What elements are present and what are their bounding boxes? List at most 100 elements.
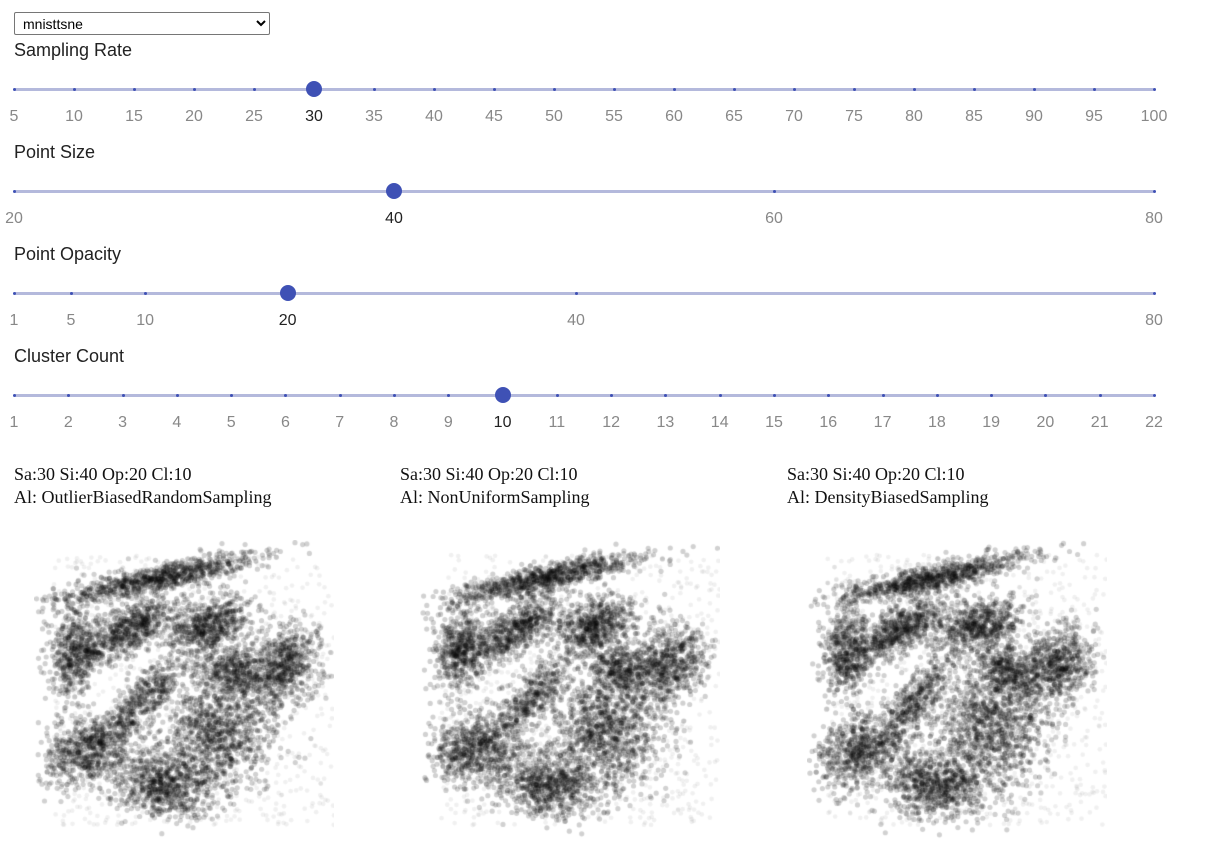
sampling-rate-tick-label: 90 [1025, 108, 1043, 125]
cluster-count-title: Cluster Count [14, 346, 125, 366]
point-opacity-tick-label: 10 [136, 312, 154, 329]
cluster-count-tick-mark [555, 394, 559, 397]
cluster-count-tick-label: 3 [118, 414, 128, 431]
sampling-rate-tick-label: 5 [9, 108, 19, 125]
cluster-count-tick-label: 10 [493, 414, 512, 431]
cluster-count-tick-mark [1098, 394, 1102, 397]
point-size-tick-label: 80 [1145, 210, 1163, 227]
point-opacity-tick-mark [70, 292, 73, 295]
cluster-count-tick-mark [13, 394, 16, 397]
sampling-rate-tick-label: 10 [65, 108, 83, 125]
cluster-count-tick-mark [664, 394, 668, 397]
dataset-select[interactable]: mnisttsne [14, 12, 270, 35]
cluster-count-tick-label: 13 [656, 414, 675, 431]
scatter-plot [807, 540, 1107, 840]
cluster-count-tick-label: 19 [982, 414, 1001, 431]
sampling-rate-tick-mark [673, 88, 676, 91]
cluster-count-tick-label: 15 [765, 414, 783, 431]
cluster-count-tick-label: 22 [1145, 414, 1163, 431]
sampling-rate-tick-mark [1033, 88, 1036, 91]
cluster-count-slider-track[interactable] [14, 394, 1154, 397]
sampling-rate-tick-mark [13, 88, 16, 91]
point-size-tick-label: 40 [385, 210, 403, 227]
point-size-slider-thumb[interactable] [386, 183, 402, 199]
cluster-count-tick-mark [718, 394, 722, 397]
point-size-tick-mark [13, 190, 16, 193]
point-opacity-slider-thumb[interactable] [279, 285, 296, 301]
panel-algorithm: Al: NonUniformSampling [400, 487, 590, 507]
cluster-count-tick-mark [121, 394, 125, 397]
cluster-count-tick-label: 9 [443, 414, 453, 431]
sampling-rate-tick-mark [793, 88, 796, 91]
sampling-rate-tick-label: 40 [425, 108, 443, 125]
point-opacity-tick-label: 1 [9, 312, 19, 329]
panel-info: Sa:30 Si:40 Op:20 Cl:10 Al: NonUniformSam… [400, 463, 590, 509]
cluster-count-tick-label: 11 [548, 414, 566, 431]
cluster-count-tick-label: 8 [389, 414, 399, 431]
cluster-count-tick-mark [447, 394, 451, 397]
sampling-rate-tick-label: 15 [125, 108, 143, 125]
sampling-rate-tick-label: 75 [845, 108, 863, 125]
cluster-count-tick-mark [990, 394, 994, 397]
panel-params: Sa:30 Si:40 Op:20 Cl:10 [400, 464, 578, 484]
cluster-count-tick-label: 4 [172, 414, 182, 431]
point-opacity-tick-label: 5 [66, 312, 76, 329]
sampling-rate-tick-mark [193, 88, 196, 91]
point-size-tick-mark [1153, 190, 1156, 193]
point-opacity-tick-label: 20 [278, 312, 297, 329]
sampling-rate-tick-label: 80 [905, 108, 923, 125]
sampling-rate-tick-label: 45 [485, 108, 503, 125]
cluster-count-tick-label: 18 [927, 414, 946, 431]
point-opacity-slider-track[interactable] [14, 292, 1154, 295]
point-opacity-tick-mark [13, 292, 16, 295]
cluster-count-tick-mark [393, 394, 396, 397]
cluster-count-tick-mark [1153, 394, 1156, 397]
sampling-rate-tick-mark [913, 88, 916, 91]
sampling-rate-tick-label: 60 [665, 108, 683, 125]
sampling-rate-tick-mark [973, 88, 976, 91]
cluster-count-tick-mark [67, 394, 71, 397]
scatter-plot [34, 540, 334, 840]
cluster-count-tick-label: 21 [1090, 414, 1109, 431]
cluster-count-tick-mark [175, 394, 179, 397]
point-size-tick-label: 60 [765, 210, 783, 227]
sampling-rate-tick-mark [1093, 88, 1096, 91]
sampling-rate-tick-label: 65 [725, 108, 743, 125]
sampling-rate-tick-label: 100 [1140, 108, 1168, 125]
sampling-rate-tick-mark [733, 88, 736, 91]
point-opacity-tick-mark [144, 292, 148, 295]
sampling-rate-tick-label: 20 [185, 108, 203, 125]
sampling-rate-tick-mark [133, 88, 136, 91]
cluster-count-tick-label: 5 [226, 414, 236, 431]
point-size-tick-label: 20 [5, 210, 23, 227]
cluster-count-tick-label: 1 [9, 414, 19, 431]
cluster-count-tick-mark [773, 394, 776, 397]
sampling-rate-tick-label: 55 [605, 108, 623, 125]
sampling-rate-tick-mark [253, 88, 256, 91]
cluster-count-tick-mark [610, 394, 614, 397]
sampling-rate-tick-mark [1153, 88, 1156, 91]
cluster-count-tick-mark [935, 394, 939, 397]
panel-params: Sa:30 Si:40 Op:20 Cl:10 [14, 464, 192, 484]
scatter-plot [420, 540, 720, 840]
sampling-rate-tick-mark [433, 88, 436, 91]
cluster-count-slider-thumb[interactable] [494, 387, 511, 403]
cluster-count-tick-label: 20 [1036, 414, 1055, 431]
point-size-tick-mark [773, 190, 776, 193]
panel-params: Sa:30 Si:40 Op:20 Cl:10 [787, 464, 965, 484]
sampling-rate-slider-track[interactable] [14, 88, 1154, 91]
sampling-rate-tick-label: 30 [305, 108, 323, 125]
cluster-count-tick-mark [881, 394, 885, 397]
point-opacity-title: Point Opacity [14, 244, 122, 264]
sampling-rate-title: Sampling Rate [14, 40, 133, 60]
sampling-rate-tick-mark [493, 88, 496, 91]
sampling-rate-slider-thumb[interactable] [306, 81, 322, 97]
cluster-count-tick-mark [284, 394, 288, 397]
sampling-rate-tick-mark [553, 88, 556, 91]
point-size-slider-track[interactable] [14, 190, 1154, 193]
sampling-rate-tick-label: 85 [965, 108, 983, 125]
cluster-count-tick-label: 16 [819, 414, 838, 431]
sampling-rate-tick-label: 25 [245, 108, 263, 125]
sampling-rate-tick-mark [613, 88, 616, 91]
point-opacity-tick-mark [575, 292, 579, 295]
